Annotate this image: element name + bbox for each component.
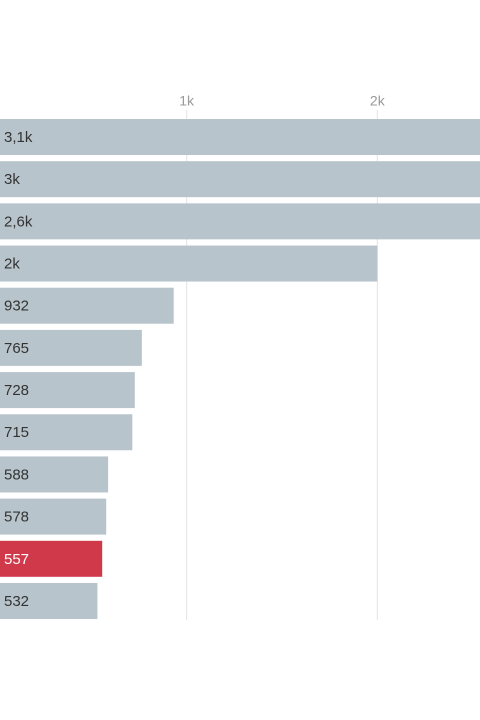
value-label: 532 — [4, 593, 29, 610]
value-label: 2k — [4, 256, 20, 273]
x-tick-label: 2k — [370, 93, 386, 109]
value-label: 578 — [4, 509, 29, 526]
bar — [0, 498, 107, 535]
value-label: 765 — [4, 340, 29, 357]
bar — [0, 372, 135, 409]
bar — [0, 540, 103, 577]
value-label: 588 — [4, 466, 29, 483]
bar — [0, 119, 480, 155]
x-tick-label: 1k — [179, 93, 195, 109]
bar — [0, 582, 98, 619]
bar — [0, 287, 174, 324]
value-label: 2,6k — [4, 213, 33, 230]
bar — [0, 456, 109, 493]
bar — [0, 245, 378, 282]
value-label: 3k — [4, 171, 20, 188]
value-label: 3,1k — [4, 129, 33, 146]
value-label: 932 — [4, 298, 29, 315]
value-label: 715 — [4, 424, 29, 441]
value-label: 557 — [4, 551, 29, 568]
value-label: 728 — [4, 382, 29, 399]
bar — [0, 203, 480, 240]
bar — [0, 161, 480, 198]
bar — [0, 329, 142, 366]
bar — [0, 414, 133, 451]
